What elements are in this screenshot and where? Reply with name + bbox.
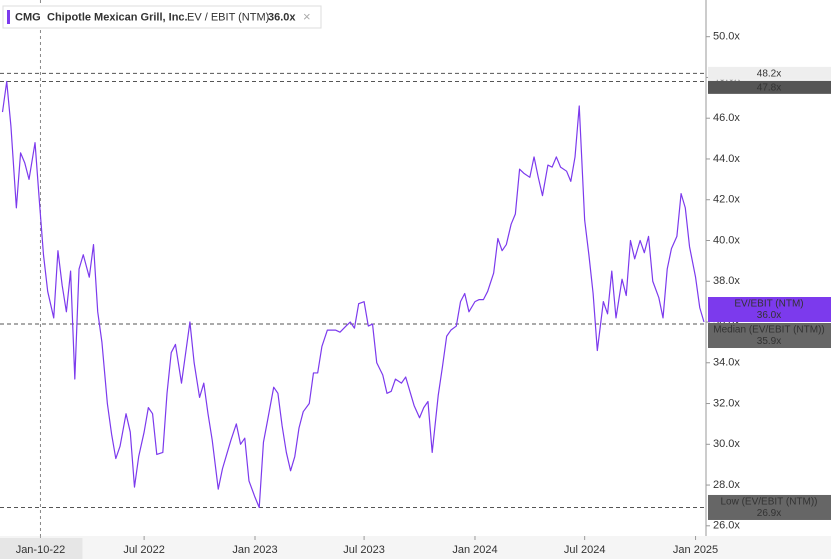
marker-name: EV/EBIT (NTM)	[734, 299, 803, 310]
legend: CMG Chipotle Mexican Grill, Inc. EV / EB…	[2, 5, 322, 29]
y-tick-label: 28.0x	[713, 479, 740, 491]
y-tick-label: 40.0x	[713, 234, 740, 246]
marker-name: Low (EV/EBIT (NTM))	[720, 497, 817, 508]
marker-label: 26.9x	[757, 508, 781, 519]
y-tick-label: 34.0x	[713, 357, 740, 369]
x-axis-band	[0, 536, 831, 559]
legend-ticker: CMG	[15, 11, 41, 23]
marker-label: 47.8x	[757, 83, 781, 94]
marker-box	[708, 494, 831, 520]
x-tick-label: Jul 2024	[564, 544, 606, 556]
y-tick-label: 26.0x	[713, 520, 740, 532]
x-tick-label: Jan-10-22	[16, 544, 66, 556]
y-tick-label: 30.0x	[713, 438, 740, 450]
y-tick-label: 50.0x	[713, 31, 740, 43]
legend-close[interactable]: ×	[303, 9, 311, 24]
legend-metric: EV / EBIT (NTM)	[187, 11, 269, 23]
legend-box	[2, 5, 322, 29]
y-tick-label: 42.0x	[713, 194, 740, 206]
marker-label: 48.2x	[757, 69, 781, 80]
y-tick-label: 44.0x	[713, 153, 740, 165]
x-tick-label: Jan 2025	[673, 544, 718, 556]
marker-label: 35.9x	[757, 336, 781, 347]
y-tick-label: 38.0x	[713, 275, 740, 287]
x-tick-label: Jul 2022	[123, 544, 165, 556]
legend-swatch	[7, 10, 10, 24]
y-tick-label: 32.0x	[713, 397, 740, 409]
marker-label: 36.0x	[757, 310, 781, 321]
y-tick-label: 46.0x	[713, 112, 740, 124]
marker-box	[708, 66, 831, 80]
marker-box	[708, 80, 831, 94]
x-tick-label: Jan 2023	[232, 544, 277, 556]
legend-value: 36.0x	[268, 11, 296, 23]
marker-name: Median (EV/EBIT (NTM))	[713, 325, 825, 336]
x-tick-label: Jan 2024	[452, 544, 497, 556]
marker-box	[708, 297, 831, 323]
legend-company: Chipotle Mexican Grill, Inc.	[47, 11, 188, 23]
marker-box	[708, 323, 831, 349]
x-tick-highlight	[0, 538, 83, 559]
x-tick-label: Jul 2023	[343, 544, 385, 556]
series-line	[1, 80, 705, 509]
